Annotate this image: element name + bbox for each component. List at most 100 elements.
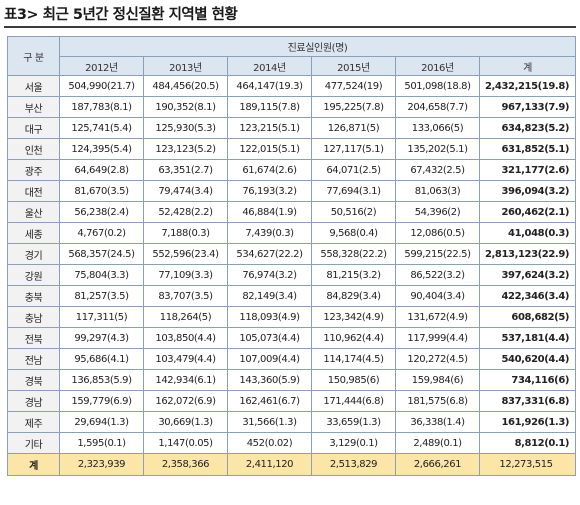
sum-row: 계 2,323,939 2,358,366 2,411,120 2,513,829 2,6…	[7, 453, 577, 476]
value-cell: 103,479(4.4)	[143, 348, 228, 370]
value-cell: 83,707(3.5)	[143, 285, 228, 307]
value-cell: 181,575(6.8)	[395, 390, 480, 412]
value-cell: 190,352(8.1)	[143, 96, 228, 118]
value-cell: 3,129(0.1)	[311, 432, 396, 454]
region-cell: 울산	[7, 201, 60, 223]
value-cell: 126,871(5)	[311, 117, 396, 139]
total-cell: 540,620(4.4)	[478, 348, 577, 370]
region-cell: 부산	[7, 96, 60, 118]
table-row: 광주 64,649(2.8) 63,351(2.7) 61,674(2.6) 64,07…	[7, 159, 577, 181]
table-row: 강원 75,804(3.3) 77,109(3.3) 76,974(3.2) 81,21…	[7, 264, 577, 286]
total-cell: 2,813,123(22.9)	[478, 243, 577, 265]
total-cell: 422,346(3.4)	[478, 285, 577, 307]
value-cell: 118,264(5)	[143, 306, 228, 328]
value-cell: 103,850(4.4)	[143, 327, 228, 349]
total-cell: 631,852(5.1)	[478, 138, 577, 160]
value-cell: 2,489(0.1)	[395, 432, 480, 454]
total-cell: 608,682(5)	[478, 306, 577, 328]
value-cell: 64,071(2.5)	[311, 159, 396, 181]
value-cell: 1,595(0.1)	[59, 432, 144, 454]
value-cell: 464,147(19.3)	[227, 75, 312, 97]
table-row: 경북 136,853(5.9) 142,934(6.1) 143,360(5.9) 15…	[7, 369, 577, 391]
value-cell: 114,174(4.5)	[311, 348, 396, 370]
table-row: 전북 99,297(4.3) 103,850(4.4) 105,073(4.4) 110…	[7, 327, 577, 349]
table-row: 기타 1,595(0.1) 1,147(0.05) 452(0.02) 3,129(0.…	[7, 432, 577, 454]
table-row: 서울 504,990(21.7) 484,456(20.5) 464,147(19.3…	[7, 75, 577, 97]
value-cell: 117,311(5)	[59, 306, 144, 328]
region-cell: 세종	[7, 222, 60, 244]
value-cell: 76,974(3.2)	[227, 264, 312, 286]
region-cell: 광주	[7, 159, 60, 181]
value-cell: 125,930(5.3)	[143, 117, 228, 139]
value-cell: 64,649(2.8)	[59, 159, 144, 181]
total-cell: 967,133(7.9)	[478, 96, 577, 118]
value-cell: 122,015(5.1)	[227, 138, 312, 160]
value-cell: 135,202(5.1)	[395, 138, 480, 160]
value-cell: 117,999(4.4)	[395, 327, 480, 349]
value-cell: 452(0.02)	[227, 432, 312, 454]
value-cell: 477,524(19)	[311, 75, 396, 97]
table-row: 전남 95,686(4.1) 103,479(4.4) 107,009(4.4) 114…	[7, 348, 577, 370]
year-header: 2014년	[227, 56, 312, 76]
value-cell: 1,147(0.05)	[143, 432, 228, 454]
value-cell: 81,670(3.5)	[59, 180, 144, 202]
total-header: 계	[478, 56, 577, 76]
total-cell: 321,177(2.6)	[478, 159, 577, 181]
region-cell: 대구	[7, 117, 60, 139]
region-cell: 경북	[7, 369, 60, 391]
value-cell: 76,193(3.2)	[227, 180, 312, 202]
span-header: 진료실인원(명)	[58, 36, 577, 57]
table-row: 제주 29,694(1.3) 30,669(1.3) 31,566(1.3) 33,65…	[7, 411, 577, 433]
value-cell: 63,351(2.7)	[143, 159, 228, 181]
value-cell: 107,009(4.4)	[227, 348, 312, 370]
value-cell: 90,404(3.4)	[395, 285, 480, 307]
value-cell: 84,829(3.4)	[311, 285, 396, 307]
total-cell: 260,462(2.1)	[478, 201, 577, 223]
value-cell: 162,072(6.9)	[143, 390, 228, 412]
table-row: 대구 125,741(5.4) 125,930(5.3) 123,215(5.1) 12…	[7, 117, 577, 139]
value-cell: 77,109(3.3)	[143, 264, 228, 286]
value-cell: 125,741(5.4)	[59, 117, 144, 139]
year-header: 2016년	[395, 56, 480, 76]
region-cell: 대전	[7, 180, 60, 202]
value-cell: 120,272(4.5)	[395, 348, 480, 370]
value-cell: 159,779(6.9)	[59, 390, 144, 412]
sum-value-cell: 2,411,120	[227, 453, 312, 476]
value-cell: 9,568(0.4)	[311, 222, 396, 244]
value-cell: 7,439(0.3)	[227, 222, 312, 244]
value-cell: 143,360(5.9)	[227, 369, 312, 391]
header-row-years: 2012년 2013년 2014년 2015년 2016년 계	[8, 56, 577, 76]
sum-value-cell: 2,513,829	[311, 453, 396, 476]
value-cell: 195,225(7.8)	[311, 96, 396, 118]
value-cell: 568,357(24.5)	[59, 243, 144, 265]
total-cell: 2,432,215(19.8)	[478, 75, 577, 97]
total-cell: 537,181(4.4)	[478, 327, 577, 349]
value-cell: 12,086(0.5)	[395, 222, 480, 244]
value-cell: 504,990(21.7)	[59, 75, 144, 97]
sum-label-cell: 계	[7, 453, 60, 476]
region-cell: 서울	[7, 75, 60, 97]
value-cell: 81,215(3.2)	[311, 264, 396, 286]
value-cell: 118,093(4.9)	[227, 306, 312, 328]
value-cell: 123,342(4.9)	[311, 306, 396, 328]
value-cell: 36,338(1.4)	[395, 411, 480, 433]
value-cell: 171,444(6.8)	[311, 390, 396, 412]
value-cell: 159,984(6)	[395, 369, 480, 391]
value-cell: 33,659(1.3)	[311, 411, 396, 433]
value-cell: 50,516(2)	[311, 201, 396, 223]
year-header: 2013년	[143, 56, 228, 76]
table-row: 경기 568,357(24.5) 552,596(23.4) 534,627(22.2…	[7, 243, 577, 265]
table-row: 인천 124,395(5.4) 123,123(5.2) 122,015(5.1) 12…	[7, 138, 577, 160]
region-cell: 강원	[7, 264, 60, 286]
value-cell: 77,694(3.1)	[311, 180, 396, 202]
table-row: 부산 187,783(8.1) 190,352(8.1) 189,115(7.8) 19…	[7, 96, 577, 118]
sum-value-cell: 2,666,261	[395, 453, 480, 476]
grand-total-cell: 12,273,515	[478, 453, 577, 476]
regional-mental-illness-table: 구 분 진료실인원(명) 2012년 2013년 2014년 2015년 201…	[7, 36, 577, 476]
region-cell: 기타	[7, 432, 60, 454]
region-cell: 경남	[7, 390, 60, 412]
value-cell: 204,658(7.7)	[395, 96, 480, 118]
value-cell: 142,934(6.1)	[143, 369, 228, 391]
sum-value-cell: 2,323,939	[59, 453, 144, 476]
value-cell: 7,188(0.3)	[143, 222, 228, 244]
